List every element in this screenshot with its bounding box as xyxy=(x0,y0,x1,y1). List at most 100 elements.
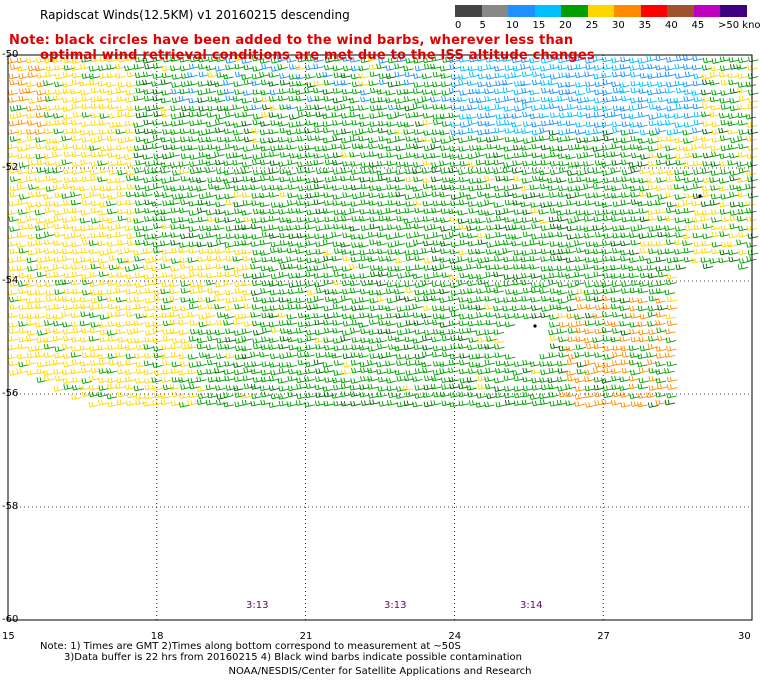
wind-barb xyxy=(584,376,595,382)
wind-barb xyxy=(709,79,720,86)
wind-barb xyxy=(531,168,543,174)
wind-barb xyxy=(683,55,694,61)
wind-barb xyxy=(350,378,361,384)
wind-barb xyxy=(495,231,506,238)
wind-barb xyxy=(134,378,146,384)
wind-barb xyxy=(548,329,559,336)
wind-barb xyxy=(664,352,676,358)
wind-barb xyxy=(215,233,227,240)
wind-barb xyxy=(369,239,380,245)
wind-barb xyxy=(639,255,650,262)
wind-barb xyxy=(549,169,561,176)
wind-barb xyxy=(170,207,182,214)
wind-barb xyxy=(295,208,307,214)
wind-barb xyxy=(216,168,227,175)
wind-barb xyxy=(71,226,83,232)
wind-barb xyxy=(205,88,217,94)
wind-barb xyxy=(234,63,246,70)
wind-barb xyxy=(367,231,379,238)
time-label: 3:14 xyxy=(520,600,543,611)
wind-barb xyxy=(593,112,605,118)
wind-barb xyxy=(53,271,64,278)
wind-barb xyxy=(45,296,57,302)
longitude-label: 30 xyxy=(738,631,751,642)
wind-barb xyxy=(459,377,471,384)
color-swatch xyxy=(455,5,482,17)
wind-barb xyxy=(268,266,279,272)
wind-barb xyxy=(97,258,109,264)
wind-barb xyxy=(179,361,191,368)
wind-barb xyxy=(486,217,497,223)
wind-barb xyxy=(180,273,191,280)
wind-barb xyxy=(125,128,137,135)
wind-barb xyxy=(153,153,164,160)
wind-barb xyxy=(349,385,361,391)
wind-barb xyxy=(583,216,595,222)
wind-barb xyxy=(710,224,721,231)
wind-barb xyxy=(441,272,453,278)
wind-barb xyxy=(683,122,695,128)
wind-barb xyxy=(566,295,578,302)
wind-barb xyxy=(593,136,604,142)
wind-barb xyxy=(466,263,477,270)
wind-barb xyxy=(350,273,361,280)
wind-barb xyxy=(574,161,585,168)
wind-barb xyxy=(80,193,91,200)
wind-barb xyxy=(117,169,128,176)
wind-barb xyxy=(637,112,649,118)
wind-barb xyxy=(26,81,37,88)
wind-barb xyxy=(556,210,567,216)
wind-barb xyxy=(610,297,622,303)
wind-barb xyxy=(340,391,352,397)
wind-barb xyxy=(494,256,505,262)
wind-barb xyxy=(349,111,361,118)
wind-barb xyxy=(369,105,381,112)
wind-barb xyxy=(405,184,416,191)
wind-barb xyxy=(188,105,200,112)
wind-barb xyxy=(575,200,587,207)
wind-barb xyxy=(450,200,461,207)
wind-barb xyxy=(719,135,731,141)
wind-barb xyxy=(738,232,749,238)
wind-barb xyxy=(88,304,100,311)
wind-barb xyxy=(448,359,460,366)
wind-barb xyxy=(738,258,750,264)
wind-barb xyxy=(655,399,666,406)
wind-barb xyxy=(458,57,470,63)
wind-barb xyxy=(520,201,531,208)
wind-barb xyxy=(475,353,486,360)
wind-barb xyxy=(494,344,505,350)
wind-barb xyxy=(503,207,514,214)
wind-barb xyxy=(530,192,541,198)
wind-barb xyxy=(584,369,595,376)
wind-barb xyxy=(70,312,82,319)
wind-barb xyxy=(25,153,37,160)
wind-barb xyxy=(583,151,594,158)
wind-barb xyxy=(503,185,515,192)
wind-barb xyxy=(16,242,27,248)
wind-barb xyxy=(34,345,46,352)
wind-barb xyxy=(612,177,624,183)
wind-barb xyxy=(134,184,146,191)
wind-barb xyxy=(504,313,515,319)
wind-barb xyxy=(162,336,174,342)
wind-barb xyxy=(296,153,308,160)
wind-barb xyxy=(89,169,101,176)
wind-barb xyxy=(296,346,308,352)
wind-barb xyxy=(214,66,226,72)
wind-barb xyxy=(450,194,462,200)
wind-barb xyxy=(691,257,702,264)
latitude-label: -56 xyxy=(2,388,19,399)
wind-barb xyxy=(107,194,118,200)
wind-barb xyxy=(340,241,351,248)
wind-barb xyxy=(296,369,307,376)
wind-barb xyxy=(198,145,209,151)
wind-barb xyxy=(52,177,63,184)
wind-barb xyxy=(154,392,165,399)
wind-barb xyxy=(565,242,577,248)
wind-barb xyxy=(467,257,479,263)
wind-barb xyxy=(215,56,227,62)
wind-barb xyxy=(503,154,515,160)
wind-barb xyxy=(306,56,318,62)
wind-barb xyxy=(61,255,73,262)
